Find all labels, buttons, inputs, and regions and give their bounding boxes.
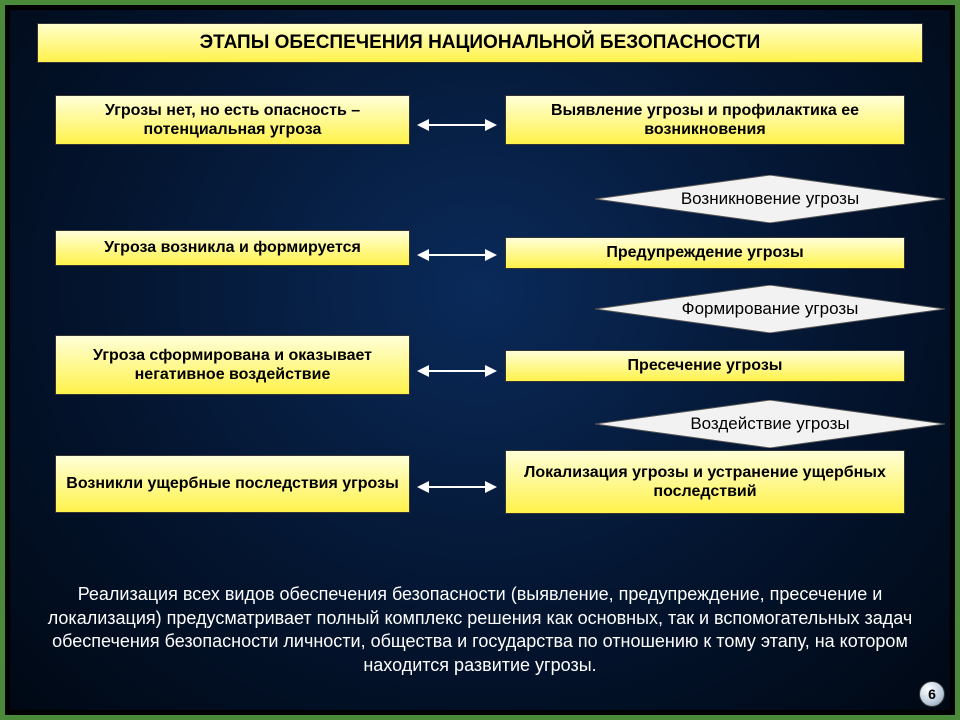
right-box-0: Выявление угрозы и профилактика ее возни… — [505, 95, 905, 145]
left-box-3: Возникли ущербные последствия угрозы — [55, 455, 410, 513]
title-text: ЭТАПЫ ОБЕСПЕЧЕНИЯ НАЦИОНАЛЬНОЙ БЕЗОПАСНО… — [200, 32, 761, 54]
arrow-2 — [417, 361, 497, 381]
arrow-3 — [417, 477, 497, 497]
diamond-label-0: Возникновение угрозы — [681, 189, 859, 209]
left-box-1: Угроза возникла и формируется — [55, 230, 410, 266]
right-box-2: Пресечение угрозы — [505, 350, 905, 382]
arrow-1 — [417, 245, 497, 265]
page-number-badge: 6 — [919, 681, 945, 707]
title-bar: ЭТАПЫ ОБЕСПЕЧЕНИЯ НАЦИОНАЛЬНОЙ БЕЗОПАСНО… — [37, 23, 923, 63]
footer-text: Реализация всех видов обеспечения безопа… — [25, 583, 935, 677]
page-number: 6 — [928, 686, 936, 702]
left-box-0: Угрозы нет, но есть опасность – потенциа… — [55, 95, 410, 145]
slide-frame: ЭТАПЫ ОБЕСПЕЧЕНИЯ НАЦИОНАЛЬНОЙ БЕЗОПАСНО… — [0, 0, 960, 720]
diamond-1: Формирование угрозы — [595, 285, 945, 333]
diamond-0: Возникновение угрозы — [595, 175, 945, 223]
right-box-1: Предупреждение угрозы — [505, 237, 905, 269]
diamond-label-2: Воздействие угрозы — [690, 414, 849, 434]
diamond-2: Воздействие угрозы — [595, 400, 945, 448]
diamond-label-1: Формирование угрозы — [682, 299, 859, 319]
right-box-3: Локализация угрозы и устранение ущербных… — [505, 450, 905, 514]
arrow-0 — [417, 115, 497, 135]
left-box-2: Угроза сформирована и оказывает негативн… — [55, 335, 410, 395]
